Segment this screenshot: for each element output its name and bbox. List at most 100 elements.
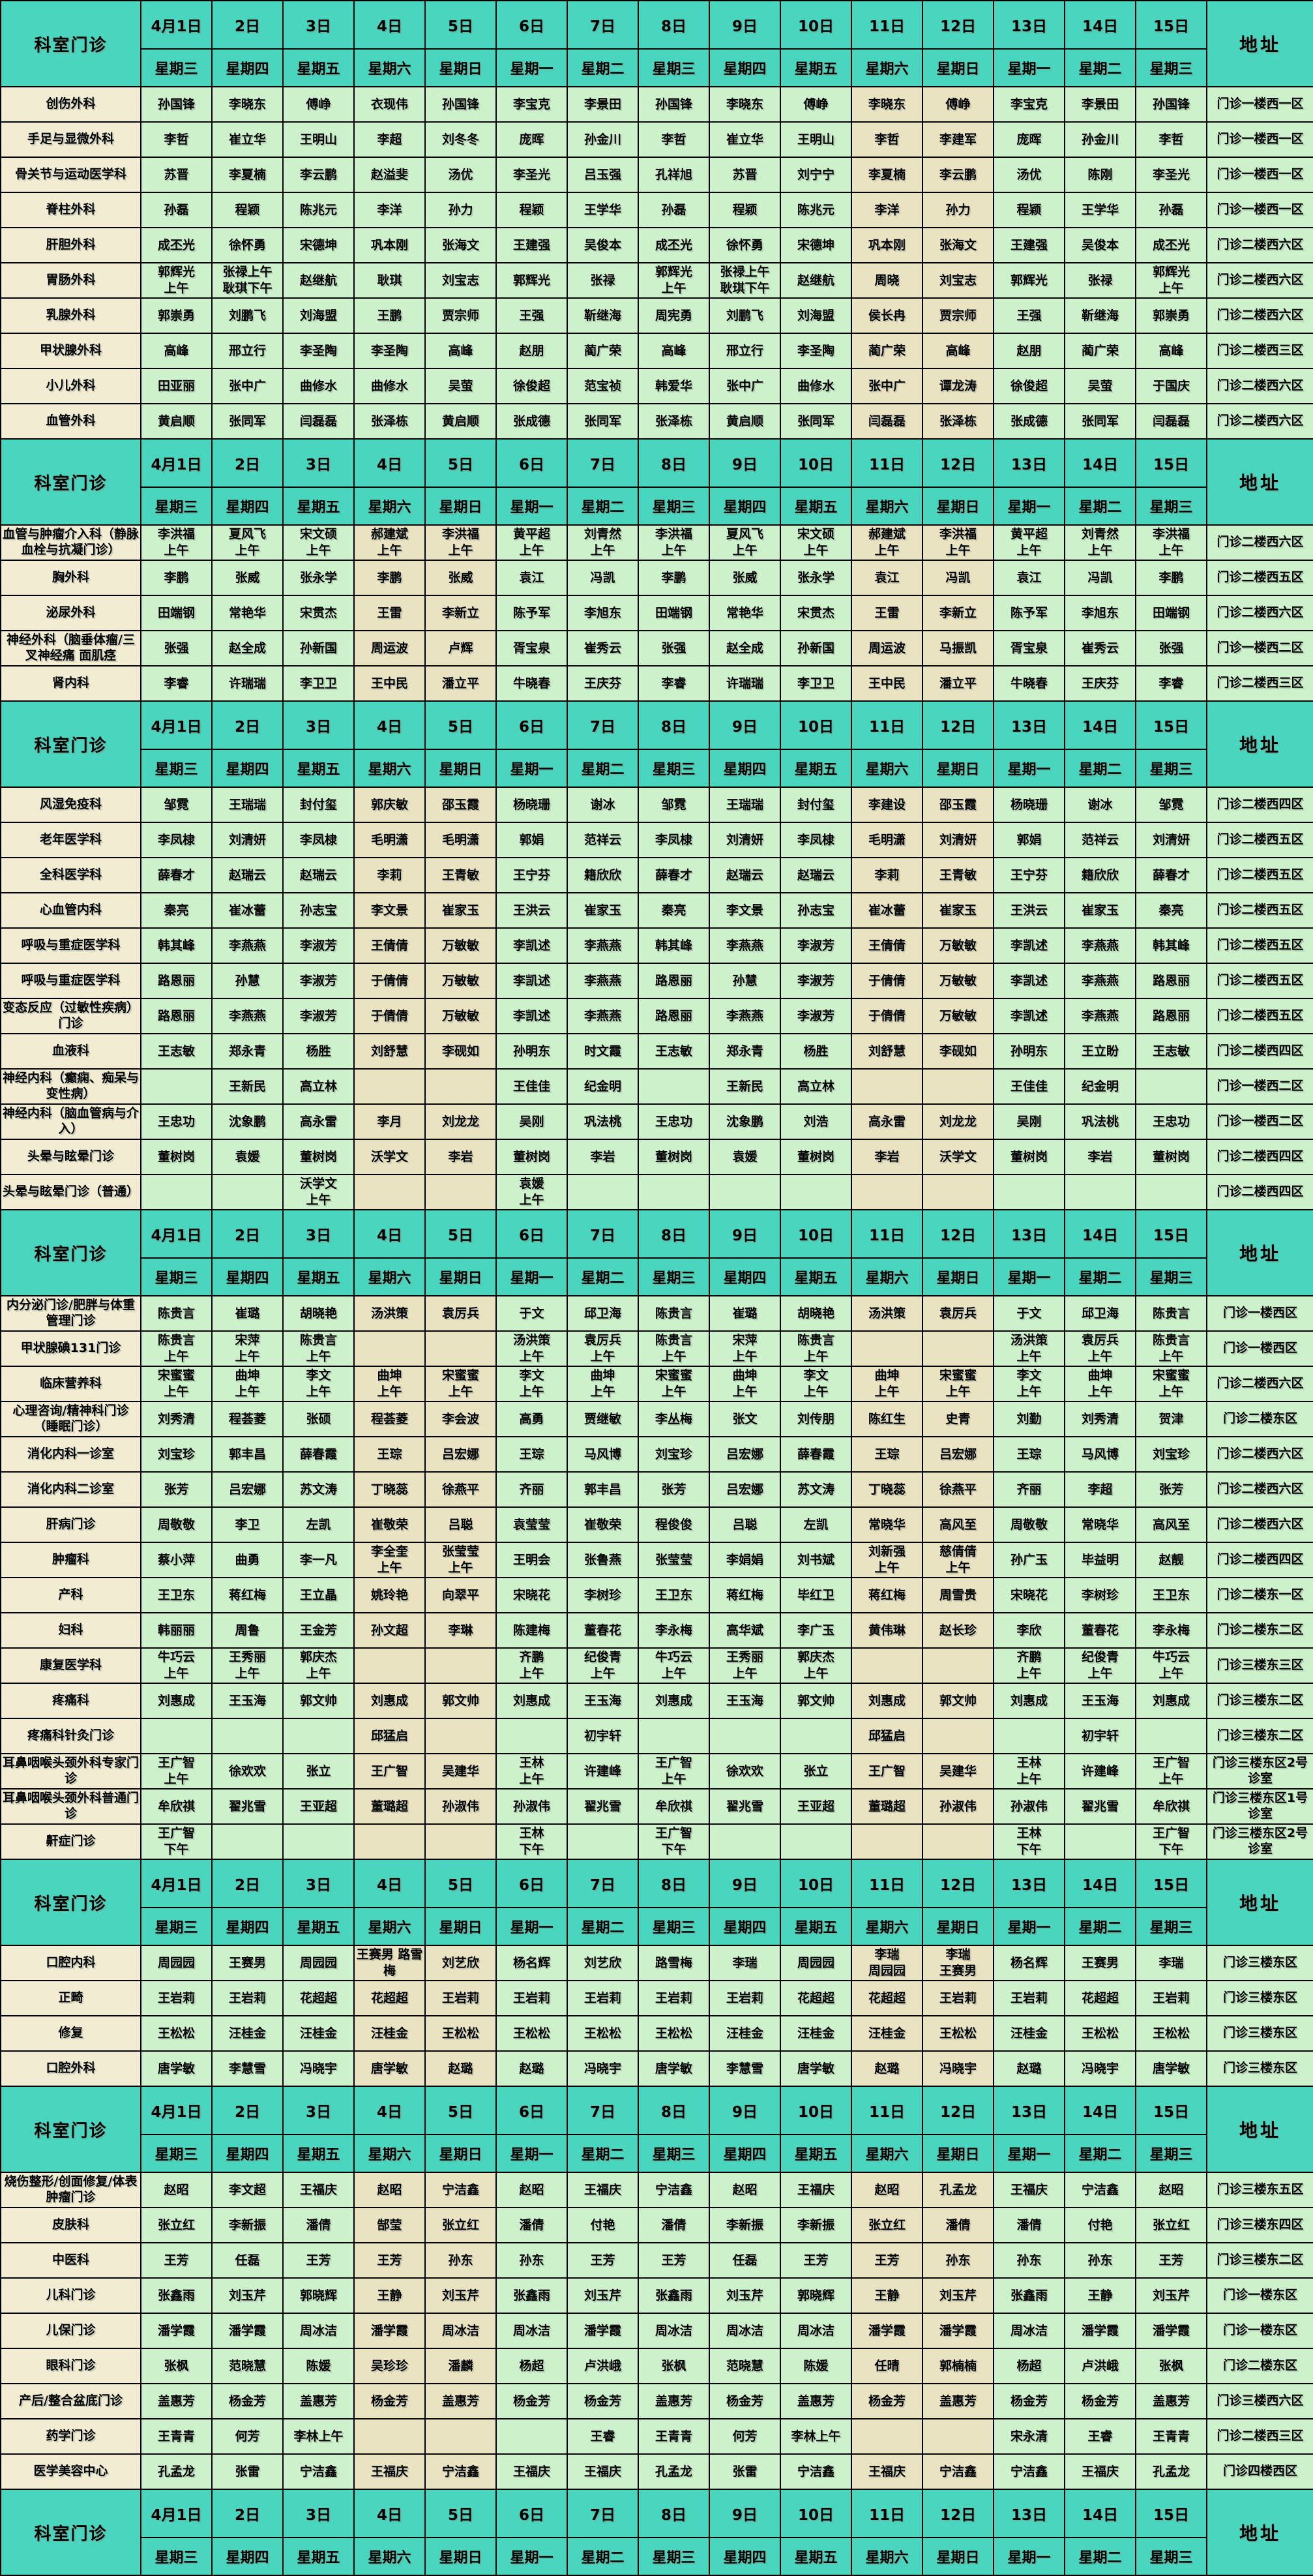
weekday-cell: 星期六 [353,487,426,526]
schedule-cell: 沃学文 [922,1139,994,1175]
schedule-cell: 高立林 [282,1068,355,1105]
schedule-cell: 刘惠成 [353,1683,426,1719]
schedule-cell: 王雷 [851,595,923,631]
weekday-cell: 星期五 [780,1257,852,1296]
schedule-cell: 王瑞瑞 [709,786,781,823]
schedule-cell: 宁洁鑫 [638,2172,710,2208]
table-row: 眼科门诊 张枫 范晓慧 陈媛 吴珍珍 潘麟 杨超 卢洪峨 张枫 范晓慧 陈媛 任晴 郭楠楠 杨超 卢洪峨 张枫… [0,2348,1313,2384]
schedule-cell: 李旭东 [1064,595,1136,631]
schedule-cell: 李建军 [922,121,994,158]
schedule-cell: 刘惠成 [495,1683,568,1719]
schedule-cell: 盖惠芳 [922,2383,994,2419]
schedule-cell: 李哲 [851,121,923,158]
department-cell: 修复 [0,2015,141,2052]
weekday-cell: 星期一 [993,1257,1065,1296]
department-cell: 妇科 [0,1612,141,1649]
address-cell: 门诊一楼西一区 [1206,157,1313,193]
weekday-cell: 星期三 [140,1907,213,1946]
schedule-cell [282,1823,355,1860]
schedule-cell: 陈贵言 [638,1295,710,1332]
schedule-cell: 王松松 [922,2015,994,2052]
date-cell: 7日 [567,2489,639,2538]
address-cell: 门诊二楼西五区 [1206,857,1313,893]
table-row: 呼吸与重症医学科 韩其峰 李燕燕 李淑芳 王倩倩 万敏敏 李凯述 李燕燕 韩其峰 李燕燕 李淑芳 王倩… [0,927,1313,964]
schedule-cell: 郭晓辉 [282,2277,355,2314]
section-header-weekday-row: 星期三 星期四 星期五 星期六 星期日 星期一 星期二 星期三 星期四 星期五 星期六 星期日 星期一星… [1,749,1313,788]
schedule-cell: 宁洁鑫 [282,2453,355,2490]
address-cell: 门诊三楼东二区 [1206,2242,1313,2279]
schedule-cell: 巩法桃 [567,1103,639,1140]
weekday-cell: 星期一 [495,2537,568,2576]
schedule-cell [1135,1174,1207,1210]
schedule-cell: 王强 [495,297,568,334]
schedule-cell: 范祥云 [567,822,639,858]
schedule-cell: 陈刚 [1064,157,1136,193]
schedule-cell: 刘惠成 [140,1683,213,1719]
schedule-cell: 邹霓 [638,786,710,823]
schedule-cell: 高风至 [1135,1506,1207,1543]
schedule-cell: 郭庆杰 上午 [282,1647,355,1684]
schedule-cell: 王松松 [1064,2015,1136,2052]
department-cell: 儿保门诊 [0,2313,141,2349]
schedule-cell: 杨晓珊 [495,786,568,823]
schedule-cell [495,1718,568,1754]
schedule-cell: 刘宁宁 [780,157,852,193]
schedule-cell: 吕宏娜 [709,1436,781,1473]
weekday-cell: 星期日 [424,749,497,788]
schedule-cell [922,1174,994,1210]
schedule-cell: 张莹莹 [638,1542,710,1578]
weekday-cell: 星期一 [993,2134,1065,2173]
schedule-cell: 李夏楠 [211,157,284,193]
schedule-cell: 郭庆杰 上午 [780,1647,852,1684]
schedule-cell: 袁江 [495,560,568,596]
department-cell: 呼吸与重症医学科 [0,927,141,964]
schedule-cell: 姚玲艳 [353,1577,426,1613]
schedule-cell: 宋德坤 [780,227,852,263]
schedule-cell: 曲修水 [282,368,355,404]
date-cell: 7日 [567,1209,639,1259]
weekday-cell: 星期四 [709,48,781,87]
date-cell: 9日 [709,0,781,50]
schedule-cell: 张中广 [709,368,781,404]
schedule-cell [424,1823,497,1860]
schedule-cell: 封付玺 [282,786,355,823]
schedule-cell: 齐丽 [495,1471,568,1508]
schedule-cell: 刘青然 上午 [567,524,639,561]
schedule-cell: 宁洁鑫 [1064,2172,1136,2208]
weekday-cell: 星期六 [851,2537,923,2576]
department-cell: 口腔内科 [0,1945,141,1981]
address-cell: 门诊二楼西六区 [1206,368,1313,404]
date-cell: 6日 [495,1209,568,1259]
table-row: 血液科 王志敏 郑永青 杨胜 刘舒慧 李砚如 孙明东 时文霞 王志敏 郑永青 杨胜 刘舒慧 李砚如 孙明东… [0,1033,1313,1070]
weekday-cell: 星期二 [1064,2537,1136,2576]
schedule-cell: 宋蜜蜜 上午 [1135,1366,1207,1402]
date-cell: 2日 [211,0,284,50]
schedule-cell: 黄平超 上午 [993,524,1065,561]
schedule-cell: 李洋 [353,192,426,228]
table-row: 肝胆外科 成丕光 徐怀勇 宋德坤 巩本刚 张海文 王建强 吴俊本 成丕光 徐怀勇 宋德坤 巩本刚 张海文… [0,227,1313,263]
address-cell: 门诊二楼西六区 [1206,524,1313,561]
schedule-cell: 李睿 [140,665,213,702]
schedule-cell: 张中广 [851,368,923,404]
schedule-cell: 汤优 [993,157,1065,193]
schedule-cell: 李琳 [424,1612,497,1649]
schedule-cell: 李莉 [353,857,426,893]
schedule-cell: 赵朋 [495,333,568,369]
schedule-cell: 郭辉光 [993,262,1065,299]
schedule-cell: 李燕燕 [709,998,781,1034]
date-cell: 5日 [424,1209,497,1259]
schedule-cell: 赵昭 [1135,2172,1207,2208]
weekday-cell: 星期五 [282,1257,355,1296]
weekday-cell: 星期一 [495,487,568,526]
date-cell: 15日 [1135,438,1207,488]
date-cell: 6日 [495,2489,568,2538]
date-cell: 3日 [282,700,355,750]
schedule-cell: 孙东 [424,2242,497,2279]
address-header-cell: 地址 [1206,700,1313,788]
schedule-cell: 杨超 [495,2348,568,2384]
schedule-cell [709,1174,781,1210]
address-cell: 门诊二楼西三区 [1206,333,1313,369]
weekday-cell: 星期六 [353,1907,426,1946]
schedule-cell: 黄启顺 [424,403,497,440]
date-cell: 15日 [1135,700,1207,750]
